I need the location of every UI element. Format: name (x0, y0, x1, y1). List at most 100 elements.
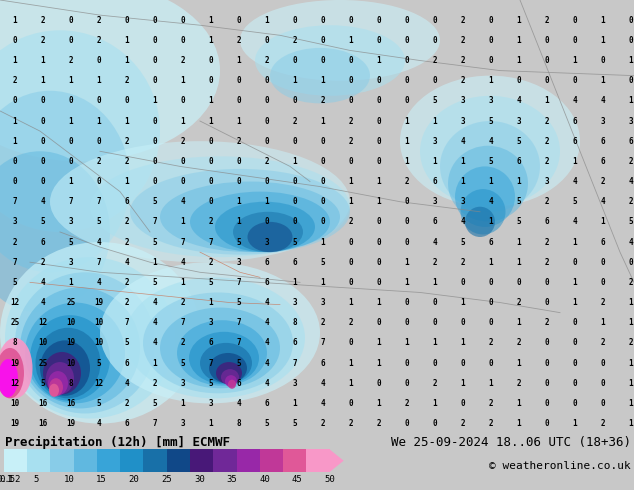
Bar (167, 449, 190, 472)
Text: 0: 0 (545, 359, 549, 368)
Text: 4: 4 (573, 177, 578, 186)
Text: 2: 2 (600, 177, 605, 186)
Text: 2: 2 (349, 117, 353, 125)
Text: 2: 2 (321, 97, 325, 105)
Text: 1: 1 (153, 258, 157, 267)
Text: 5: 5 (264, 419, 269, 428)
Text: 4: 4 (573, 218, 578, 226)
Text: 2: 2 (629, 197, 633, 206)
Text: 0: 0 (236, 76, 242, 85)
Text: 2: 2 (125, 238, 129, 246)
Text: 1: 1 (600, 36, 605, 45)
Text: 7: 7 (236, 278, 242, 287)
Text: 0: 0 (545, 76, 549, 85)
Text: 1: 1 (517, 177, 521, 186)
Text: 2: 2 (349, 318, 353, 327)
Ellipse shape (440, 121, 540, 212)
Text: 0: 0 (264, 36, 269, 45)
Text: 10: 10 (67, 359, 75, 368)
Text: 0: 0 (545, 339, 549, 347)
Text: 1: 1 (461, 298, 465, 307)
Text: 2: 2 (236, 137, 242, 146)
Text: 6: 6 (573, 117, 578, 125)
Text: 19: 19 (67, 339, 75, 347)
Ellipse shape (36, 328, 101, 398)
Text: 3: 3 (517, 117, 521, 125)
Text: 0: 0 (349, 76, 353, 85)
Bar (120, 449, 143, 472)
Text: 0: 0 (181, 157, 185, 166)
Text: 1: 1 (97, 76, 101, 85)
Ellipse shape (0, 242, 200, 423)
Text: 0.5: 0.5 (0, 475, 15, 484)
Text: 0: 0 (209, 56, 213, 65)
Ellipse shape (215, 202, 315, 252)
Text: 0: 0 (377, 218, 381, 226)
Ellipse shape (43, 352, 81, 394)
Text: 2: 2 (97, 36, 101, 45)
Text: 0: 0 (600, 258, 605, 267)
Ellipse shape (5, 257, 175, 418)
Text: 5: 5 (97, 218, 101, 226)
Text: 1: 1 (68, 177, 74, 186)
Text: 0: 0 (236, 97, 242, 105)
Ellipse shape (177, 320, 267, 386)
Text: 7: 7 (153, 419, 157, 428)
Text: 1: 1 (349, 298, 353, 307)
Ellipse shape (50, 141, 350, 262)
Text: 0: 0 (153, 16, 157, 24)
Bar (190, 449, 213, 472)
Text: 2: 2 (461, 56, 465, 65)
Text: 0: 0 (573, 399, 578, 408)
Text: 7: 7 (236, 318, 242, 327)
Text: 1: 1 (349, 197, 353, 206)
Text: 2: 2 (349, 137, 353, 146)
Text: 3: 3 (600, 117, 605, 125)
Text: 7: 7 (97, 258, 101, 267)
Text: 6: 6 (545, 218, 549, 226)
Text: 0: 0 (41, 117, 45, 125)
Text: 1: 1 (181, 218, 185, 226)
Text: 5: 5 (181, 359, 185, 368)
Text: 1: 1 (517, 36, 521, 45)
Ellipse shape (90, 156, 350, 257)
Text: 2: 2 (517, 339, 521, 347)
Ellipse shape (100, 262, 320, 403)
Text: 5: 5 (236, 298, 242, 307)
Text: 6: 6 (321, 359, 325, 368)
Ellipse shape (49, 384, 59, 397)
Text: 5: 5 (209, 379, 213, 388)
Ellipse shape (420, 96, 560, 207)
Text: 4: 4 (517, 97, 521, 105)
Text: 0: 0 (404, 238, 410, 246)
Text: 2: 2 (404, 399, 410, 408)
Bar (74, 449, 97, 472)
Text: 4: 4 (41, 298, 45, 307)
Text: 0: 0 (125, 16, 129, 24)
Text: 0: 0 (236, 157, 242, 166)
Text: 8: 8 (68, 379, 74, 388)
Text: 2: 2 (181, 56, 185, 65)
Text: 0: 0 (545, 36, 549, 45)
Text: 1: 1 (432, 339, 437, 347)
Text: 1: 1 (349, 177, 353, 186)
Text: 1: 1 (349, 359, 353, 368)
Text: 1: 1 (489, 218, 493, 226)
Text: 15: 15 (96, 475, 107, 484)
Text: 2: 2 (461, 36, 465, 45)
Text: 25: 25 (10, 318, 20, 327)
Text: 1: 1 (293, 399, 297, 408)
Text: 0: 0 (209, 177, 213, 186)
Text: 5: 5 (517, 197, 521, 206)
Text: 1: 1 (517, 419, 521, 428)
Text: 5: 5 (293, 419, 297, 428)
Text: 3: 3 (461, 97, 465, 105)
Text: 0: 0 (321, 16, 325, 24)
Text: 5: 5 (153, 399, 157, 408)
Text: 1: 1 (321, 76, 325, 85)
Text: 1: 1 (432, 157, 437, 166)
Text: 0: 0 (600, 56, 605, 65)
Text: 0: 0 (68, 36, 74, 45)
Text: 0: 0 (321, 36, 325, 45)
Text: 6: 6 (264, 399, 269, 408)
